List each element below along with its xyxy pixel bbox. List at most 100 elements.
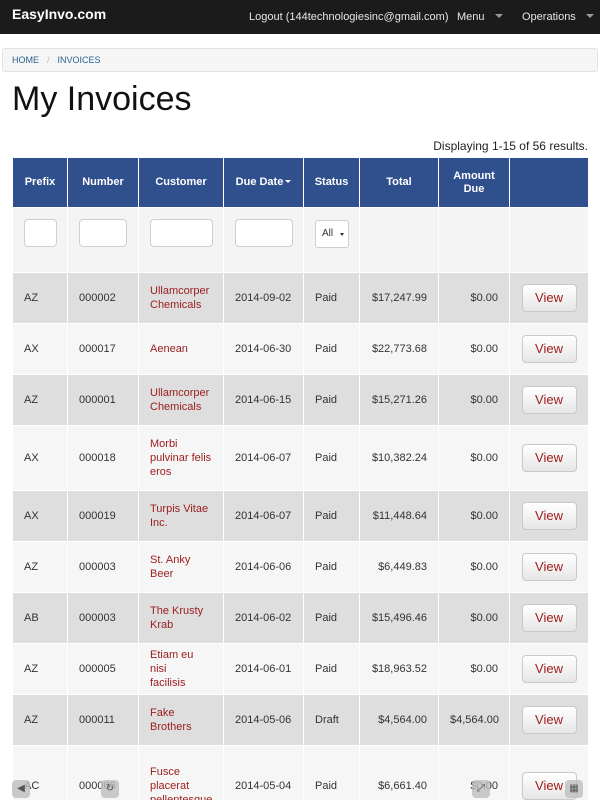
filter-cell xyxy=(67,207,139,273)
operations-dropdown[interactable]: Operations xyxy=(522,11,594,23)
customer-link[interactable]: Fusce placerat pellentesque xyxy=(150,766,212,800)
logout-link[interactable]: Logout (144technologiesinc@gmail.com) xyxy=(249,11,449,23)
cell-action: View xyxy=(509,541,589,593)
cell-number: 000019 xyxy=(67,490,139,542)
cell-total: $15,496.46 xyxy=(359,592,439,644)
cell-total: $17,247.99 xyxy=(359,272,439,324)
table-row[interactable]: AZ 000001 Ullamcorper Chemicals 2014-06-15 Pa… xyxy=(12,374,589,426)
header-amount-due-line2: Due xyxy=(463,182,485,195)
back-icon[interactable]: ◀ xyxy=(12,780,30,798)
cell-customer: Aenean xyxy=(138,323,224,375)
table-row[interactable]: AZ 000002 Ullamcorper Chemicals 2014-09-02 Pa… xyxy=(12,272,589,324)
expand-icon[interactable]: ⤢ xyxy=(472,780,490,798)
number-filter-input[interactable] xyxy=(79,219,127,247)
header-status[interactable]: Status xyxy=(303,157,360,208)
header-amount-due[interactable]: Amount Due xyxy=(438,157,510,208)
cell-total: $18,963.52 xyxy=(359,643,439,695)
table-row[interactable]: AZ 000011 Fake Brothers 2014-05-06 Draft $4,56… xyxy=(12,694,589,746)
view-invoice-button[interactable]: View xyxy=(521,335,577,363)
customer-line: Chemicals xyxy=(150,299,202,311)
cell-prefix: AC xyxy=(12,745,68,800)
grid-icon[interactable]: ▦ xyxy=(565,780,583,798)
cell-prefix: AZ xyxy=(12,272,68,324)
cell-due-date: 2014-09-02 xyxy=(223,272,304,324)
view-invoice-button[interactable]: View xyxy=(521,706,577,734)
cell-amount-due: $0.00 xyxy=(438,272,510,324)
cell-prefix: AZ xyxy=(12,541,68,593)
customer-link[interactable]: Morbi pulvinar felis eros xyxy=(150,438,211,478)
header-number[interactable]: Number xyxy=(67,157,139,208)
cell-number: 000006 xyxy=(67,745,139,800)
cell-prefix: AX xyxy=(12,490,68,542)
table-row[interactable]: AB 000003 The Krusty Krab 2014-06-02 Paid $15,… xyxy=(12,592,589,644)
breadcrumb-home[interactable]: HOME xyxy=(12,55,39,65)
cell-status: Paid xyxy=(303,490,360,542)
cell-due-date: 2014-06-15 xyxy=(223,374,304,426)
cell-action: View xyxy=(509,694,589,746)
cell-customer: The Krusty Krab xyxy=(138,592,224,644)
view-invoice-button[interactable]: View xyxy=(521,284,577,312)
cell-action: View xyxy=(509,490,589,542)
customer-line: Brothers xyxy=(150,721,192,733)
cell-due-date: 2014-06-07 xyxy=(223,490,304,542)
cell-prefix: AZ xyxy=(12,374,68,426)
view-invoice-button[interactable]: View xyxy=(521,655,577,683)
status-filter-select[interactable]: All xyxy=(315,220,349,248)
view-invoice-button[interactable]: View xyxy=(521,604,577,632)
table-row[interactable]: AC 000006 Fusce placerat pellentesque 2014-05… xyxy=(12,745,589,800)
header-customer[interactable]: Customer xyxy=(138,157,224,208)
cell-amount-due: $0.00 xyxy=(438,425,510,491)
cell-status: Paid xyxy=(303,323,360,375)
header-due-date[interactable]: Due Date xyxy=(223,157,304,208)
customer-link[interactable]: Etiam eu nisi facilisis xyxy=(150,649,193,689)
status-filter-value: All xyxy=(322,228,334,239)
table-row[interactable]: AZ 000005 Etiam eu nisi facilisis 2014-06-01… xyxy=(12,643,589,695)
cell-customer: Morbi pulvinar felis eros xyxy=(138,425,224,491)
chevron-down-icon xyxy=(585,14,594,18)
view-invoice-button[interactable]: View xyxy=(521,553,577,581)
customer-link[interactable]: Turpis Vitae Inc. xyxy=(150,503,208,529)
cell-action: View xyxy=(509,643,589,695)
customer-link[interactable]: St. Anky Beer xyxy=(150,554,190,580)
cell-total: $4,564.00 xyxy=(359,694,439,746)
table-row[interactable]: AX 000017 Aenean 2014-06-30 Paid $22,773.68 $0… xyxy=(12,323,589,375)
cell-status: Paid xyxy=(303,592,360,644)
customer-link[interactable]: The Krusty Krab xyxy=(150,605,203,631)
menu-label: Menu xyxy=(457,11,485,23)
table-row[interactable]: AX 000018 Morbi pulvinar felis eros 2014-06-0… xyxy=(12,425,589,491)
table-header-row: Prefix Number Customer Due Date Status T… xyxy=(12,157,589,208)
cell-number: 000002 xyxy=(67,272,139,324)
menu-dropdown[interactable]: Menu xyxy=(457,11,503,23)
cell-due-date: 2014-06-02 xyxy=(223,592,304,644)
cell-status: Paid xyxy=(303,643,360,695)
customer-line: Chemicals xyxy=(150,401,202,413)
customer-link[interactable]: Ullamcorper Chemicals xyxy=(150,387,209,413)
customer-link[interactable]: Fake Brothers xyxy=(150,707,192,733)
filter-row: All xyxy=(12,207,589,273)
refresh-icon[interactable]: ↻ xyxy=(101,780,119,798)
view-invoice-button[interactable]: View xyxy=(521,502,577,530)
customer-link[interactable]: Ullamcorper Chemicals xyxy=(150,285,209,311)
due-date-filter-input[interactable] xyxy=(235,219,293,247)
header-prefix[interactable]: Prefix xyxy=(12,157,68,208)
table-row[interactable]: AZ 000003 St. Anky Beer 2014-06-06 Paid $6,449… xyxy=(12,541,589,593)
cell-action: View xyxy=(509,592,589,644)
cell-number: 000005 xyxy=(67,643,139,695)
cell-number: 000003 xyxy=(67,592,139,644)
header-total[interactable]: Total xyxy=(359,157,439,208)
customer-line: Turpis Vitae xyxy=(150,503,209,515)
view-invoice-button[interactable]: View xyxy=(521,444,577,472)
view-invoice-button[interactable]: View xyxy=(521,386,577,414)
page-title: My Invoices xyxy=(12,80,192,118)
brand-logo[interactable]: EasyInvo.com xyxy=(12,6,107,22)
filter-cell: All xyxy=(303,207,360,273)
customer-line: pellentesque xyxy=(150,793,213,800)
customer-line: pulvinar felis xyxy=(150,452,212,464)
customer-filter-input[interactable] xyxy=(150,219,213,247)
cell-customer: Turpis Vitae Inc. xyxy=(138,490,224,542)
cell-number: 000003 xyxy=(67,541,139,593)
customer-link[interactable]: Aenean xyxy=(150,343,188,355)
table-row[interactable]: AX 000019 Turpis Vitae Inc. 2014-06-07 Paid $1… xyxy=(12,490,589,542)
breadcrumb-invoices[interactable]: INVOICES xyxy=(57,55,101,65)
prefix-filter-input[interactable] xyxy=(24,219,57,247)
